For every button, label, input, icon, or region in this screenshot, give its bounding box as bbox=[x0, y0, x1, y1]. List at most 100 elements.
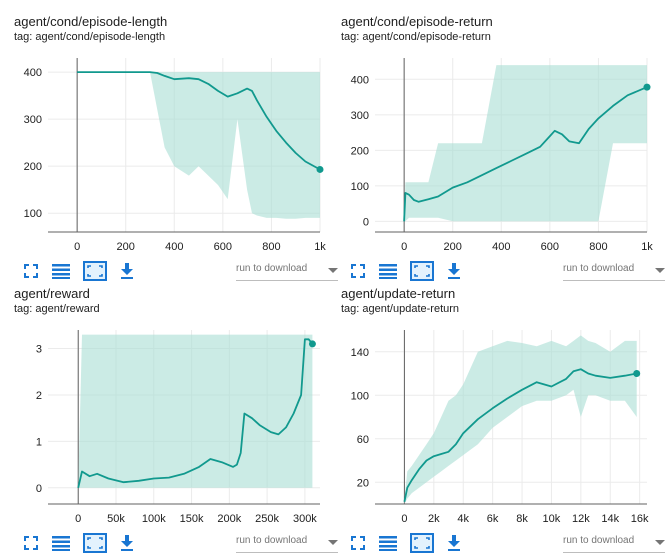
x-tick-label: 800 bbox=[262, 241, 280, 253]
series-band bbox=[404, 335, 637, 504]
x-tick-label: 250k bbox=[255, 513, 279, 525]
chart-card: agent/cond/episode-return tag: agent/con… bbox=[341, 14, 667, 286]
x-tick-label: 12k bbox=[572, 513, 590, 525]
download-button[interactable] bbox=[443, 532, 465, 554]
chart-card: agent/reward tag: agent/reward 0 1 2 3 0 50k 1… bbox=[14, 286, 342, 558]
chevron-down-icon bbox=[328, 268, 338, 273]
series-line bbox=[403, 86, 648, 222]
x-tick-label: 10k bbox=[543, 513, 561, 525]
x-tick-label: 6k bbox=[487, 513, 499, 525]
x-tick-label: 0 bbox=[401, 513, 407, 525]
series-endpoint bbox=[316, 165, 324, 173]
run-select[interactable]: run to download bbox=[563, 262, 665, 281]
run-select-label: run to download bbox=[563, 535, 635, 546]
download-button[interactable] bbox=[443, 260, 465, 282]
y-tick-label: 200 bbox=[24, 161, 42, 173]
x-tick-label: 100k bbox=[142, 513, 166, 525]
x-tick-label: 150k bbox=[180, 513, 204, 525]
download-icon bbox=[121, 263, 133, 279]
series-line bbox=[77, 338, 314, 489]
fit-domain-button[interactable] bbox=[409, 260, 435, 282]
line-chart[interactable]: 0 1 2 3 0 50k 100k 150k 200k 250k 300k bbox=[14, 324, 330, 534]
fit-domain-button[interactable] bbox=[409, 532, 435, 554]
x-tick-label: 16k bbox=[631, 513, 649, 525]
fit-domain-icon bbox=[410, 533, 434, 553]
fullscreen-button[interactable] bbox=[20, 260, 42, 282]
series-endpoint bbox=[643, 83, 651, 91]
y-tick-label: 0 bbox=[36, 483, 42, 495]
chevron-down-icon bbox=[655, 268, 665, 273]
data-table-button[interactable] bbox=[377, 260, 399, 282]
line-chart[interactable]: 20 60 100 140 0 2k 4k 6k 8k 10k 12k 14k 16k bbox=[341, 324, 657, 534]
chart-toolbar: run to download bbox=[20, 532, 340, 554]
data-table-icon bbox=[52, 264, 70, 279]
chart-title: agent/cond/episode-length bbox=[14, 14, 168, 29]
download-icon bbox=[448, 263, 460, 279]
data-table-button[interactable] bbox=[50, 532, 72, 554]
download-button[interactable] bbox=[116, 260, 138, 282]
download-button[interactable] bbox=[116, 532, 138, 554]
series-band bbox=[404, 65, 647, 222]
x-tick-label: 8k bbox=[516, 513, 528, 525]
run-select[interactable]: run to download bbox=[236, 262, 338, 281]
chart-title: agent/reward bbox=[14, 286, 90, 301]
chart-toolbar: run to download bbox=[20, 260, 340, 282]
fullscreen-icon bbox=[351, 536, 365, 550]
x-tick-label: 50k bbox=[107, 513, 125, 525]
x-tick-label: 600 bbox=[541, 241, 559, 253]
x-tick-label: 1k bbox=[314, 241, 326, 253]
x-tick-label: 400 bbox=[165, 241, 183, 253]
y-tick-label: 60 bbox=[357, 434, 369, 446]
chart-tag: tag: agent/update-return bbox=[341, 303, 460, 315]
x-tick-label: 0 bbox=[75, 513, 81, 525]
x-tick-label: 600 bbox=[214, 241, 232, 253]
fullscreen-button[interactable] bbox=[347, 532, 369, 554]
chevron-down-icon bbox=[655, 540, 665, 545]
chart-tag: tag: agent/reward bbox=[14, 303, 100, 315]
x-tick-label: 200 bbox=[117, 241, 135, 253]
x-tick-label: 200 bbox=[444, 241, 462, 253]
run-select-label: run to download bbox=[236, 535, 308, 546]
y-tick-label: 3 bbox=[36, 344, 42, 356]
y-tick-label: 0 bbox=[363, 216, 369, 228]
x-tick-label: 4k bbox=[457, 513, 469, 525]
y-tick-label: 400 bbox=[24, 67, 42, 79]
series-line bbox=[403, 368, 637, 502]
chart-tag: tag: agent/cond/episode-return bbox=[341, 31, 491, 43]
series-line bbox=[77, 71, 321, 171]
series-band bbox=[77, 72, 320, 219]
line-chart[interactable]: 100 200 300 400 0 200 400 600 800 1k bbox=[14, 52, 330, 262]
chart-title: agent/cond/episode-return bbox=[341, 14, 493, 29]
fit-domain-button[interactable] bbox=[82, 260, 108, 282]
chart-toolbar: run to download bbox=[347, 532, 667, 554]
chart-tag: tag: agent/cond/episode-length bbox=[14, 31, 166, 43]
x-tick-label: 800 bbox=[589, 241, 607, 253]
series-band bbox=[78, 334, 313, 488]
fullscreen-icon bbox=[351, 264, 365, 278]
x-tick-label: 2k bbox=[428, 513, 440, 525]
line-chart[interactable]: 0 100 200 300 400 0 200 400 600 800 1k bbox=[341, 52, 657, 262]
fullscreen-icon bbox=[24, 536, 38, 550]
y-tick-label: 1 bbox=[36, 436, 42, 448]
y-tick-label: 100 bbox=[351, 390, 369, 402]
data-table-button[interactable] bbox=[50, 260, 72, 282]
x-tick-label: 300k bbox=[293, 513, 317, 525]
fullscreen-button[interactable] bbox=[347, 260, 369, 282]
fit-domain-icon bbox=[83, 533, 107, 553]
chevron-down-icon bbox=[328, 540, 338, 545]
data-table-button[interactable] bbox=[377, 532, 399, 554]
x-tick-label: 400 bbox=[492, 241, 510, 253]
fullscreen-button[interactable] bbox=[20, 532, 42, 554]
fit-domain-button[interactable] bbox=[82, 532, 108, 554]
run-select-label: run to download bbox=[236, 263, 308, 274]
x-tick-label: 0 bbox=[401, 241, 407, 253]
chart-card: agent/cond/episode-length tag: agent/con… bbox=[14, 14, 342, 286]
x-tick-label: 0 bbox=[74, 241, 80, 253]
y-tick-label: 400 bbox=[351, 74, 369, 86]
run-select[interactable]: run to download bbox=[236, 534, 338, 553]
y-tick-label: 300 bbox=[351, 110, 369, 122]
fullscreen-icon bbox=[24, 264, 38, 278]
run-select[interactable]: run to download bbox=[563, 534, 665, 553]
x-tick-label: 200k bbox=[217, 513, 241, 525]
series-endpoint bbox=[308, 340, 316, 348]
